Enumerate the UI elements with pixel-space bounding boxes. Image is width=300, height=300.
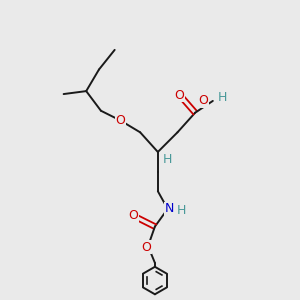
Text: O: O <box>128 209 138 222</box>
Text: O: O <box>198 94 208 107</box>
Text: O: O <box>116 114 125 127</box>
Text: H: H <box>216 92 225 106</box>
Text: O: O <box>141 241 151 254</box>
Text: N: N <box>165 202 174 215</box>
Text: H: H <box>163 153 172 166</box>
Text: H: H <box>218 92 227 104</box>
Text: H: H <box>177 204 186 218</box>
Text: O: O <box>175 88 184 101</box>
